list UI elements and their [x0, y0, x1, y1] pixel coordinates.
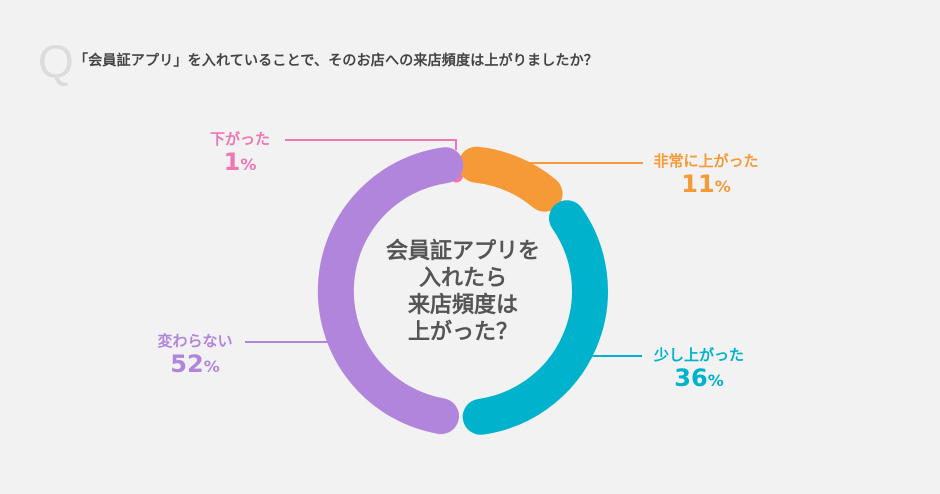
- center-line: 会員証アプリを: [385, 239, 540, 264]
- segment-slightly-increased: [462, 200, 608, 435]
- center-line: 来店頻度は: [407, 293, 518, 318]
- center-label: 会員証アプリを 入れたら 来店頻度は 上がった？: [363, 238, 563, 346]
- label-name: 少し上がった: [653, 346, 744, 364]
- label-decreased: 下がった 1%: [200, 128, 280, 178]
- label-name: 下がった: [209, 130, 270, 148]
- question-text: 「会員証アプリ」を入れていることで、そのお店への来店頻度は上がりましたか？: [74, 53, 598, 69]
- label-slightly-increased: 少し上がった 36%: [644, 344, 754, 394]
- label-value: 36%: [674, 364, 724, 392]
- label-value: 52%: [170, 350, 220, 378]
- label-value: 11%: [681, 170, 731, 198]
- label-name: 非常に上がった: [653, 152, 759, 170]
- question-mark-icon: Q: [38, 35, 74, 87]
- label-unchanged: 変わらない 52%: [145, 330, 245, 380]
- label-greatly-increased: 非常に上がった 11%: [646, 150, 766, 200]
- segment-unchanged: [317, 147, 464, 435]
- center-line: 入れたら: [418, 266, 507, 291]
- label-value: 1%: [223, 148, 257, 176]
- leader-line-decreased: [285, 139, 457, 150]
- segment-greatly-increased: [458, 146, 563, 212]
- center-line: 上がった？: [407, 320, 518, 345]
- label-name: 変わらない: [157, 332, 233, 350]
